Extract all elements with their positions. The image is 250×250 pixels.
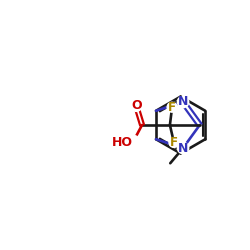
Circle shape xyxy=(131,100,142,112)
Text: N: N xyxy=(178,142,188,154)
Text: F: F xyxy=(168,101,176,114)
Circle shape xyxy=(169,138,179,147)
Text: O: O xyxy=(131,100,141,112)
Circle shape xyxy=(177,142,189,154)
Circle shape xyxy=(167,102,177,112)
Text: HO: HO xyxy=(112,136,133,149)
Text: F: F xyxy=(170,136,178,149)
Circle shape xyxy=(177,96,189,108)
Text: N: N xyxy=(178,96,188,108)
Circle shape xyxy=(125,135,140,150)
